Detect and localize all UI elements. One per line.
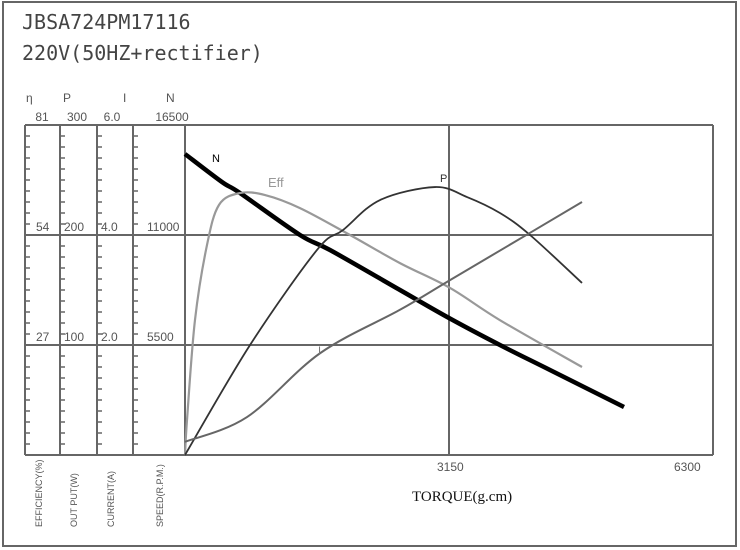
axis-tick-label: 2.0 — [101, 330, 118, 344]
x-axis-label: TORQUE(g.cm) — [412, 489, 512, 505]
axis-max-label: 81 — [35, 110, 49, 124]
axis-symbol-3: N — [166, 91, 175, 105]
x-tick-label: 3150 — [437, 460, 464, 474]
axis-tick-label: 11000 — [147, 220, 180, 234]
chart-title: JBSA724PM17116 — [22, 10, 191, 34]
axis-name-label: OUT PUT(W) — [69, 473, 79, 527]
axis-tick-label: 200 — [64, 220, 84, 234]
axis-name-label: EFFICIENCY(%) — [34, 459, 44, 527]
axis-max-label: 16500 — [155, 110, 189, 124]
series-label-i: I — [318, 345, 321, 357]
axis-symbol-1: P — [63, 91, 71, 105]
series-label-p: P — [440, 173, 447, 185]
x-tick-label: 6300 — [674, 460, 701, 474]
series-label-eff: Eff — [268, 175, 284, 190]
axis-max-label: 6.0 — [104, 110, 121, 124]
axis-symbol-0: η — [26, 91, 33, 105]
axis-symbol-2: I — [123, 91, 126, 105]
series-line-eff — [183, 191, 583, 456]
series-label-n: N — [212, 153, 220, 165]
chart-subtitle: 220V(50HZ+rectifier) — [22, 41, 263, 65]
axis-name-label: CURRENT(A) — [106, 471, 116, 527]
axis-name-label: SPEED(R.P.M.) — [155, 464, 165, 527]
axis-max-label: 300 — [67, 110, 87, 124]
series-line-p — [184, 186, 583, 456]
series-line-n — [183, 152, 626, 410]
axis-tick-label: 5500 — [147, 330, 174, 344]
axis-tick-label: 4.0 — [101, 220, 118, 234]
axis-tick-label: 100 — [64, 330, 84, 344]
axis-tick-label: 54 — [36, 220, 50, 234]
series-line-i — [184, 201, 583, 443]
axis-tick-label: 27 — [36, 330, 50, 344]
